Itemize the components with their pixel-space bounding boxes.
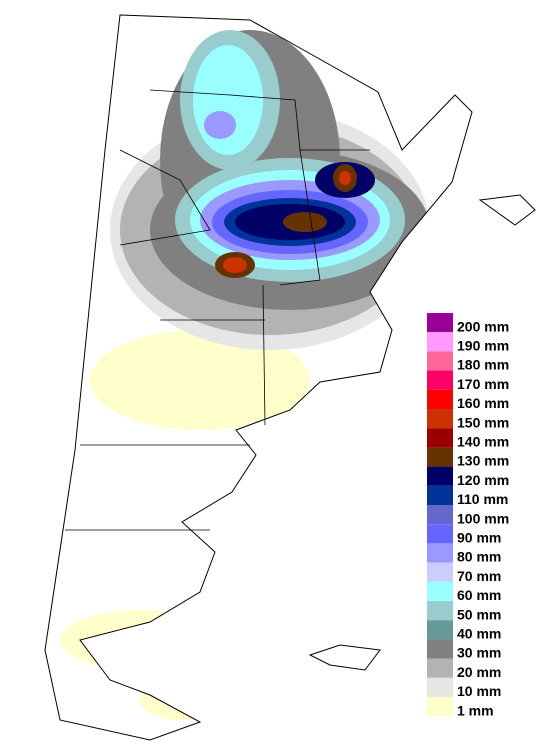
legend-label: 80 mm (457, 549, 501, 565)
legend: 200 mm 190 mm 180 mm 170 mm 160 mm 150 mm 140 … (422, 308, 535, 726)
legend-swatch (427, 697, 453, 717)
legend-swatch (427, 677, 453, 697)
legend-swatch (427, 332, 453, 352)
legend-swatch (427, 639, 453, 659)
legend-label: 140 mm (457, 434, 509, 450)
legend-swatch (427, 485, 453, 505)
legend-label: 180 mm (457, 357, 509, 373)
legend-swatch (427, 428, 453, 448)
legend-swatch (427, 543, 453, 563)
legend-label: 1 mm (457, 702, 494, 718)
province-borders (65, 89, 370, 531)
legend-label: 160 mm (457, 395, 509, 411)
legend-swatch (427, 658, 453, 678)
legend-swatch (427, 389, 453, 409)
legend-label: 170 mm (457, 376, 509, 392)
legend-label: 90 mm (457, 530, 501, 546)
legend-label: 20 mm (457, 664, 501, 680)
legend-swatch (427, 313, 453, 333)
legend-swatch (427, 620, 453, 640)
legend-swatch (427, 466, 453, 486)
legend-label: 60 mm (457, 587, 501, 603)
legend-swatch (427, 562, 453, 582)
legend-label: 50 mm (457, 606, 501, 622)
legend-swatch (427, 447, 453, 467)
legend-swatch (427, 370, 453, 390)
legend-label: 150 mm (457, 414, 509, 430)
legend-label: 70 mm (457, 568, 501, 584)
legend-label: 100 mm (457, 510, 509, 526)
legend-label: 120 mm (457, 472, 509, 488)
legend-label: 40 mm (457, 626, 501, 642)
legend-swatch (427, 581, 453, 601)
legend-label: 130 mm (457, 453, 509, 469)
legend-swatch (427, 524, 453, 544)
legend-swatch (427, 409, 453, 429)
legend-label: 10 mm (457, 683, 501, 699)
legend-label: 110 mm (457, 491, 508, 507)
legend-label: 30 mm (457, 645, 501, 661)
coastline (478, 194, 536, 226)
legend-label: 200 mm (457, 318, 509, 334)
legend-swatch (427, 601, 453, 621)
legend-swatch (427, 351, 453, 371)
legend-swatch (427, 505, 453, 525)
islands (308, 644, 381, 671)
legend-label: 190 mm (457, 338, 509, 354)
country-outline (44, 14, 473, 741)
